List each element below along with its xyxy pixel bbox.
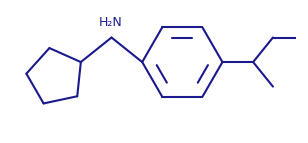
Text: H₂N: H₂N [99, 16, 123, 29]
